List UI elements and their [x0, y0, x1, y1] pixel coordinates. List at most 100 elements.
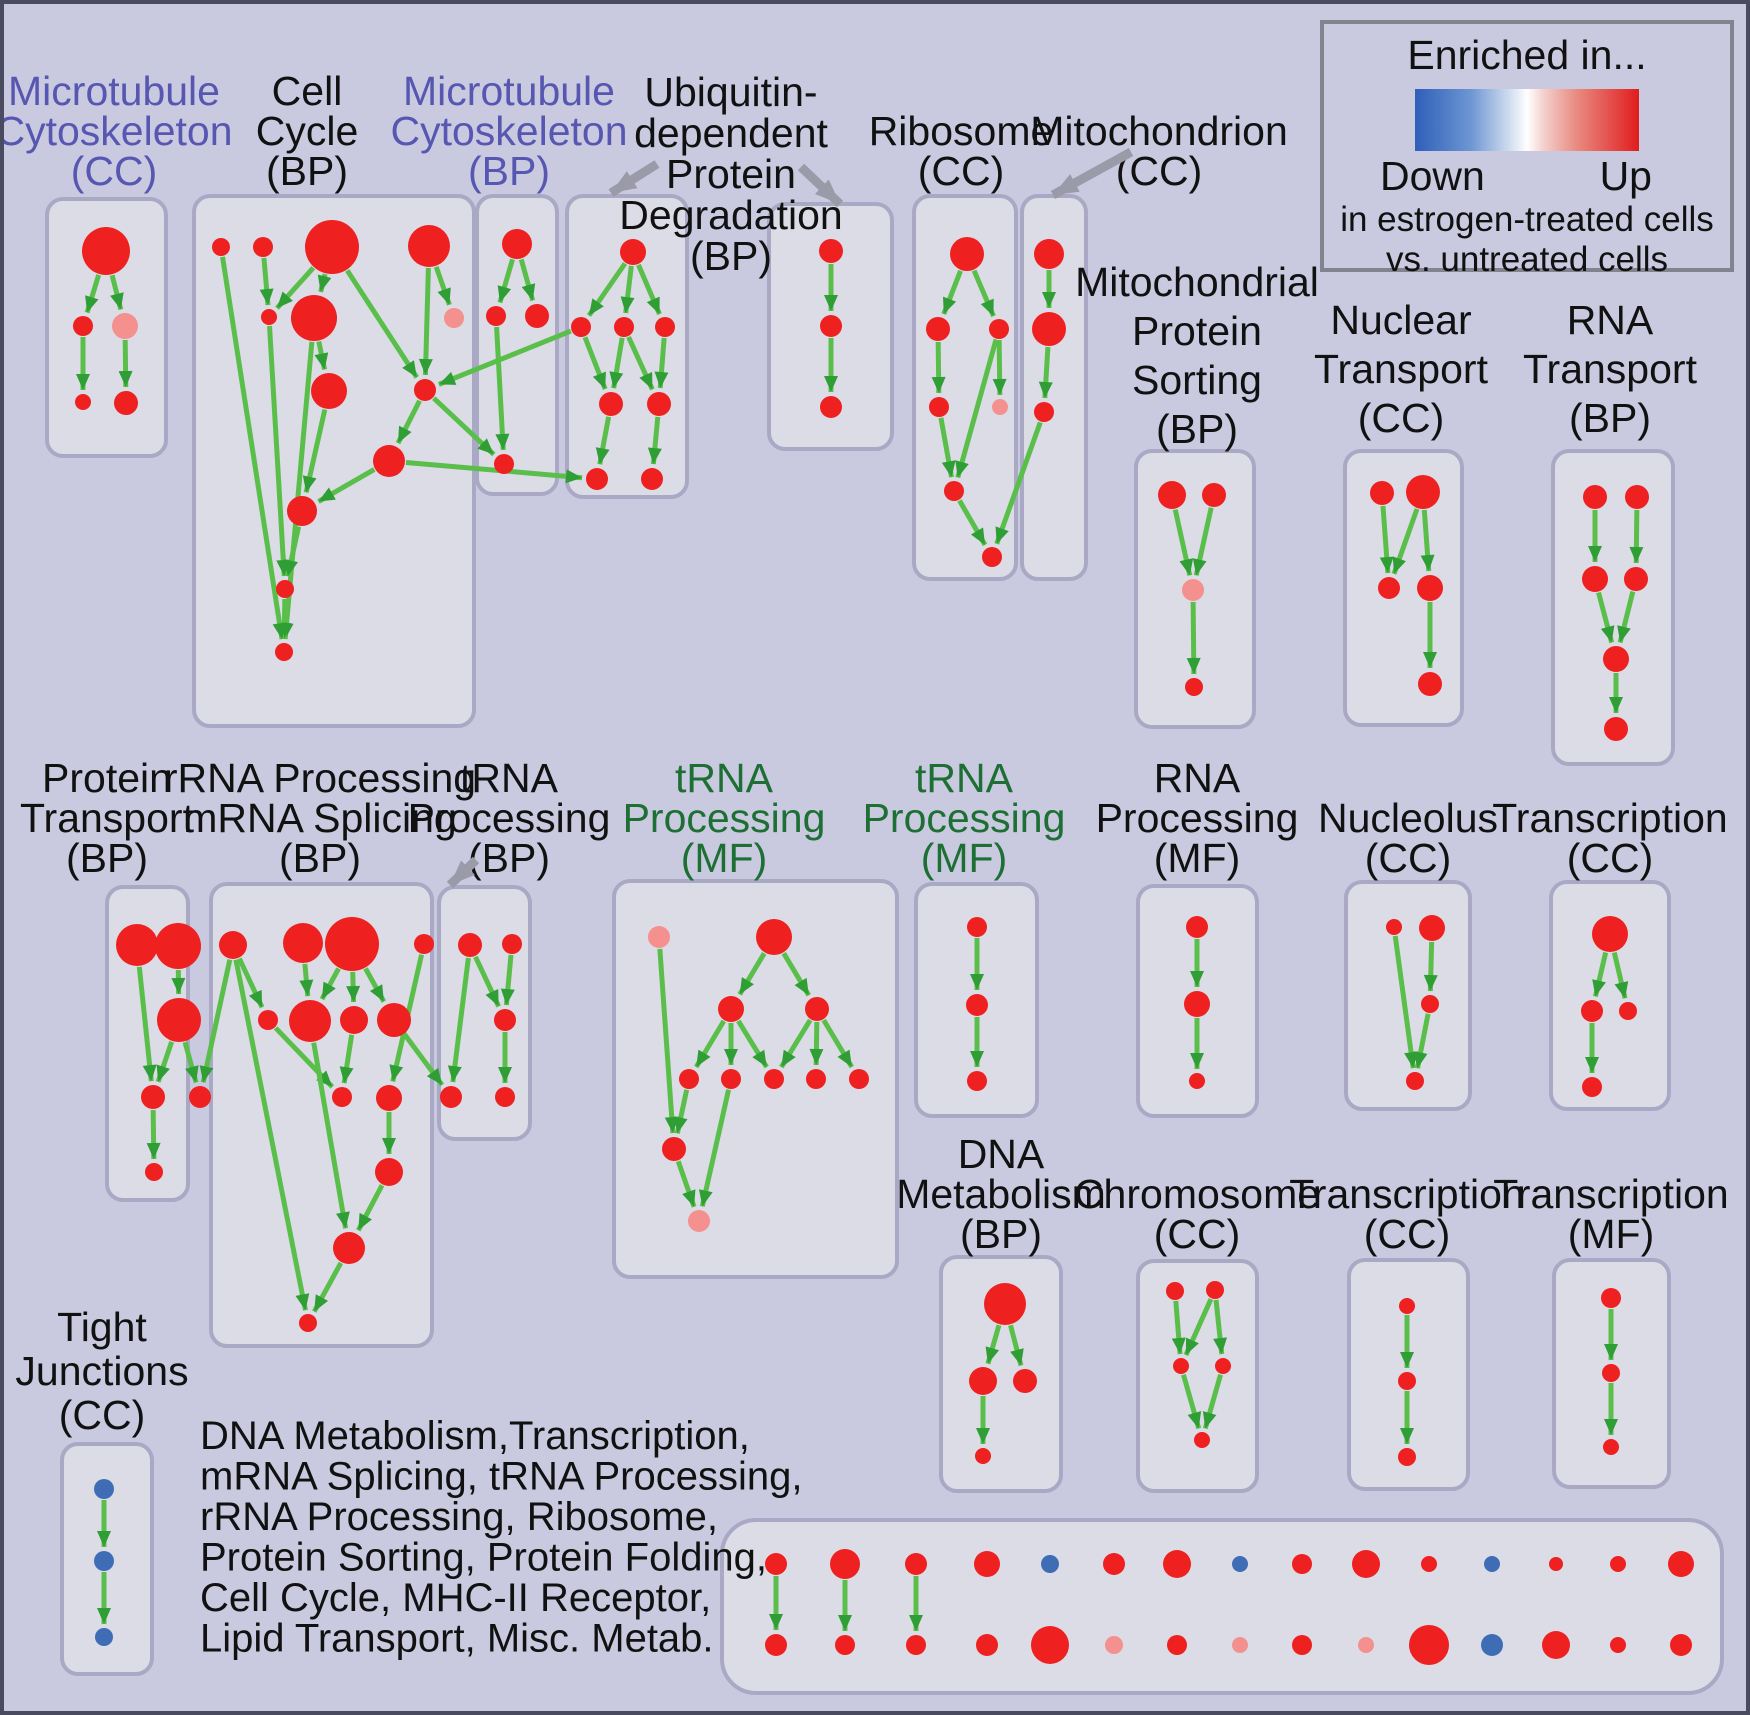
edge-arrow [497, 258, 515, 304]
cluster-label-trna_mf1: (MF) [681, 835, 768, 881]
cluster-label-mito: Mitochondrion [1030, 108, 1288, 154]
summary-text-line-4: Cell Cycle, MHC-II Receptor, [200, 1576, 711, 1620]
gene-node-prot_trans-d [141, 1085, 165, 1109]
matrix-node-bottom-10 [1409, 1625, 1449, 1665]
gene-node-ubiq-t [620, 239, 646, 265]
edge-arrow [339, 1034, 355, 1084]
gene-node-ribosome-b [982, 547, 1002, 567]
edge-arrow [971, 269, 996, 318]
cluster-label-rna_trans: RNA [1567, 297, 1654, 343]
edge-arrow [595, 416, 612, 465]
edge-arrow [109, 274, 124, 311]
matrix-node-top-10 [1421, 1556, 1437, 1572]
matrix-node-top-3 [974, 1551, 1000, 1577]
legend-subtitle-line2: vs. untreated cells [1385, 240, 1669, 279]
gene-node-nucleolus-m [1421, 995, 1439, 1013]
matrix-node-top-0 [765, 1553, 787, 1575]
edge-arrow [582, 336, 608, 390]
edge-arrow [437, 328, 572, 387]
gene-node-rrna-r3b [376, 1085, 402, 1111]
gene-node-mito-n3 [1034, 402, 1054, 422]
gene-node-cell_cycle-e [261, 309, 277, 325]
edge-arrow [694, 1019, 726, 1069]
edge-arrow [1192, 507, 1214, 576]
cluster-label-chromosome: (CC) [1154, 1211, 1241, 1257]
cluster-label-dna_met: Metabolism [896, 1171, 1106, 1217]
cluster-label-rna_proc: RNA [1154, 755, 1241, 801]
edge-arrow [673, 1089, 690, 1134]
edge-arrow [698, 1089, 732, 1207]
edge-arrow [302, 408, 328, 494]
label-pointer-arrow-3 [446, 856, 480, 889]
gene-node-dna_met-t [984, 1283, 1026, 1325]
matrix-node-bottom-14 [1670, 1634, 1692, 1656]
gene-node-trans_cc_mid-ml [1581, 1000, 1603, 1022]
cluster-label-rrna: (BP) [279, 835, 361, 881]
gene-node-nuclear-tr [1406, 475, 1440, 509]
edge-arrow [626, 335, 655, 391]
edge-arrow [609, 337, 625, 389]
edge-arrow [237, 957, 265, 1009]
summary-text-line-2: rRNA Processing, Ribosome, [200, 1495, 718, 1539]
gene-node-mt_bp-bot [494, 454, 514, 474]
edge-arrow [418, 267, 433, 376]
gene-node-rna_trans-tl [1583, 485, 1607, 509]
gene-node-trans_cc_mid-mr [1619, 1002, 1637, 1020]
edge-arrow [319, 967, 341, 1001]
gene-node-trna_mf2-n1 [967, 917, 987, 937]
edge-arrow [433, 265, 452, 306]
gene-node-rrna-mb2 [377, 1003, 411, 1037]
gene-node-trans_mf-n1 [1601, 1288, 1621, 1308]
gene-node-mt_cc-br [114, 391, 138, 415]
cluster-label-trans_mf: Transcription [1493, 1171, 1728, 1217]
gene-node-cell_cycle-m [275, 643, 293, 661]
edge-arrow [199, 959, 233, 1083]
edge-arrow [494, 326, 510, 451]
gene-node-rrna-t3 [325, 917, 379, 971]
gene-node-mito-n1 [1034, 239, 1064, 269]
gene-node-trans_mf-n3 [1603, 1439, 1619, 1455]
cluster-label-ribosome: (CC) [918, 148, 1005, 194]
edge-arrow [345, 269, 419, 379]
edge-arrow [1611, 951, 1629, 999]
gene-node-ribosome-ml [926, 317, 950, 341]
edge-arrow [1413, 1013, 1431, 1069]
matrix-node-top-4 [1041, 1555, 1059, 1573]
edge-arrow [314, 341, 329, 370]
matrix-node-top-8 [1292, 1554, 1312, 1574]
gene-node-tight-n2 [94, 1551, 114, 1571]
cluster-label-mt_bp: Microtubule [403, 68, 615, 114]
matrix-node-bottom-5 [1105, 1636, 1123, 1654]
gene-node-cell_cycle-a [212, 238, 230, 256]
cluster-label-cell_cycle: Cycle [256, 108, 359, 154]
gene-node-ubiq2-n2 [820, 315, 842, 337]
legend-down-label: Down [1380, 153, 1485, 199]
edge-arrow [1596, 591, 1615, 644]
matrix-node-bottom-7 [1232, 1637, 1248, 1653]
edge-arrow [992, 339, 1007, 396]
matrix-node-top-5 [1103, 1553, 1125, 1575]
gene-node-cell_cycle-b [253, 237, 273, 257]
edge-arrow [1213, 1299, 1228, 1355]
cluster-label-rna_proc: (MF) [1154, 835, 1241, 881]
matrix-node-top-11 [1484, 1556, 1500, 1572]
edge-arrow [1629, 509, 1644, 564]
gene-node-nuclear-b [1418, 672, 1442, 696]
gene-node-rna_trans-ml [1582, 566, 1608, 592]
gene-node-chromosome-tr [1206, 1281, 1224, 1299]
go-cluster-box-trans_cc_mid [1549, 880, 1671, 1111]
go-cluster-box-rna_trans [1551, 449, 1675, 766]
edge-arrow [146, 1109, 161, 1160]
gene-node-rrna-t1 [219, 931, 247, 959]
gene-node-rrna-b [299, 1314, 317, 1332]
gene-node-cell_cycle-l [276, 580, 294, 598]
cluster-label-trna_mf2: Processing [863, 795, 1066, 841]
go-cluster-box-cell_cycle [192, 194, 476, 728]
gene-node-rrna-mm [340, 1006, 368, 1034]
matrix-node-top-14 [1668, 1551, 1694, 1577]
edge-arrow [84, 274, 102, 314]
edge-arrow [1008, 1324, 1024, 1367]
gene-node-rrna-r4 [375, 1158, 403, 1186]
gene-node-rna_trans-b [1604, 717, 1628, 741]
cluster-label-trans_cc_bot: (CC) [1364, 1211, 1451, 1257]
